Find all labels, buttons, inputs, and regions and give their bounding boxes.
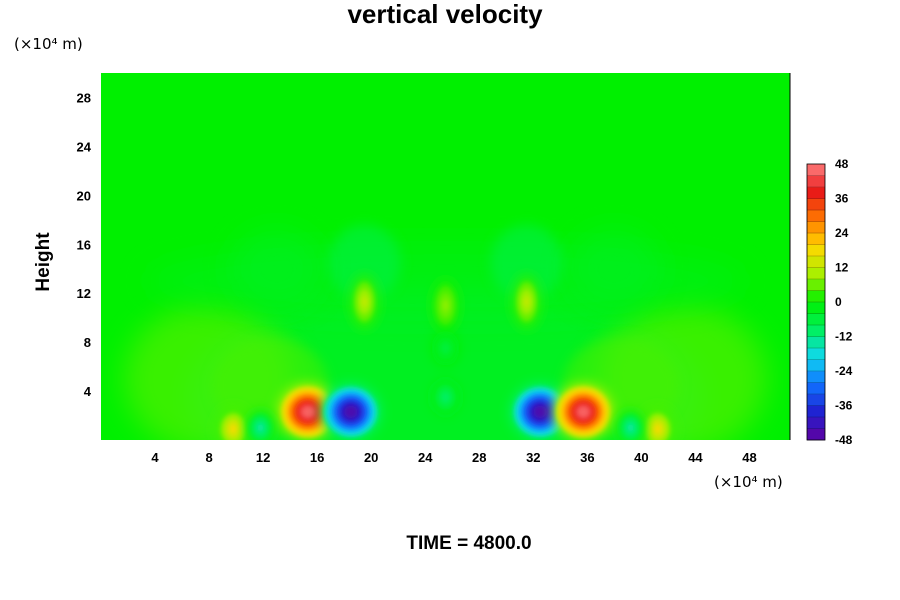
- y-tick-label: 16: [77, 237, 91, 252]
- colorbar-tick-label: -36: [835, 399, 853, 413]
- colorbar-band: [807, 394, 825, 406]
- field-region: [490, 224, 563, 301]
- field-contour: [361, 295, 368, 308]
- x-tick-label: 4: [151, 450, 159, 465]
- colorbar-band: [807, 348, 825, 360]
- field-contour: [576, 405, 590, 419]
- colorbar-frame: [806, 163, 826, 441]
- y-tick-label: 24: [77, 139, 92, 154]
- x-tick-label: 44: [688, 450, 703, 465]
- colorbar-band: [807, 302, 825, 314]
- downdraft-cell: [431, 379, 460, 415]
- x-tick-label: 36: [580, 450, 594, 465]
- field-contour: [442, 299, 449, 312]
- field-contour: [627, 423, 634, 432]
- field-region: [569, 228, 660, 309]
- y-tick-label: 20: [77, 188, 91, 203]
- colorbar-band: [807, 279, 825, 291]
- updraft-cell: [277, 383, 338, 440]
- colorbar-band: [807, 371, 825, 383]
- time-label: TIME = 4800.0: [406, 533, 531, 554]
- x-axis-ticks: 4 8 12 16 20 24 28 32 36 40 44 48: [151, 450, 756, 465]
- colorbar-band: [807, 359, 825, 372]
- x-tick-label: 48: [742, 450, 756, 465]
- colorbar-tick-label: 48: [835, 157, 849, 171]
- colorbar-band: [807, 164, 825, 176]
- colorbar-band: [807, 325, 825, 337]
- downdraft-cell: [246, 410, 275, 440]
- colorbar-band: [807, 175, 825, 188]
- colorbar-tick-label: 24: [835, 226, 849, 240]
- downdraft-cell: [616, 410, 645, 440]
- colorbar-band: [807, 428, 825, 441]
- colorbar-band: [807, 267, 825, 280]
- field-contour: [229, 424, 238, 434]
- y-tick-label: 12: [77, 286, 91, 301]
- downdraft-cell: [510, 383, 571, 440]
- updraft-cell: [350, 275, 379, 329]
- field-region: [328, 224, 401, 301]
- y-tick-label: 8: [84, 335, 91, 350]
- colorbar-band: [807, 336, 825, 349]
- colorbar-band: [807, 221, 825, 234]
- x-tick-label: 24: [418, 450, 433, 465]
- chart-title: vertical velocity: [347, 0, 543, 29]
- colorbar: 48 36 24 12 0 -12 -24 -36 -48: [806, 157, 853, 447]
- field-region: [231, 228, 322, 309]
- y-tick-label: 28: [77, 90, 91, 105]
- y-tick-label: 4: [84, 384, 92, 399]
- y-unit-label: (×10⁴ m): [14, 35, 83, 53]
- colorbar-band: [807, 290, 825, 303]
- colorbar-tick-label: 12: [835, 261, 849, 275]
- field-contour: [653, 424, 662, 434]
- field-contour: [533, 405, 547, 419]
- heatmap-plot-area: [101, 73, 790, 440]
- colorbar-band: [807, 210, 825, 222]
- x-tick-label: 12: [256, 450, 270, 465]
- field-contour: [257, 423, 264, 432]
- x-tick-label: 32: [526, 450, 540, 465]
- colorbar-band: [807, 382, 825, 395]
- colorbar-band: [807, 244, 825, 257]
- colorbar-tick-label: -48: [835, 433, 853, 447]
- field-contour: [344, 405, 358, 419]
- y-axis-ticks: 4 8 12 16 20 24 28: [77, 90, 92, 399]
- x-tick-label: 8: [205, 450, 212, 465]
- updraft-cell: [431, 278, 460, 333]
- colorbar-band: [807, 256, 825, 268]
- updraft-cell: [640, 407, 675, 440]
- downdraft-cell: [320, 383, 381, 440]
- field-contour: [442, 393, 449, 402]
- updraft-cell: [553, 383, 614, 440]
- colorbar-band: [807, 187, 825, 199]
- x-tick-label: 40: [634, 450, 648, 465]
- velocity-field: [124, 224, 767, 440]
- updraft-cell: [512, 275, 541, 329]
- colorbar-band: [807, 313, 825, 326]
- field-contour: [442, 344, 449, 353]
- colorbar-tick-label: 0: [835, 295, 842, 309]
- x-tick-label: 20: [364, 450, 378, 465]
- x-tick-label: 16: [310, 450, 324, 465]
- field-contour: [301, 405, 315, 419]
- field-contour: [523, 295, 530, 308]
- colorbar-tick-label: -12: [835, 330, 853, 344]
- updraft-cell: [216, 407, 251, 440]
- y-axis-label: Height: [33, 232, 54, 292]
- colorbar-band: [807, 233, 825, 245]
- x-unit-label: (×10⁴ m): [714, 473, 783, 491]
- x-tick-label: 28: [472, 450, 486, 465]
- colorbar-tick-label: -24: [835, 364, 853, 378]
- colorbar-band: [807, 417, 825, 429]
- colorbar-band: [807, 198, 825, 211]
- downdraft-cell: [431, 330, 460, 366]
- colorbar-tick-label: 36: [835, 192, 849, 206]
- colorbar-band: [807, 405, 825, 418]
